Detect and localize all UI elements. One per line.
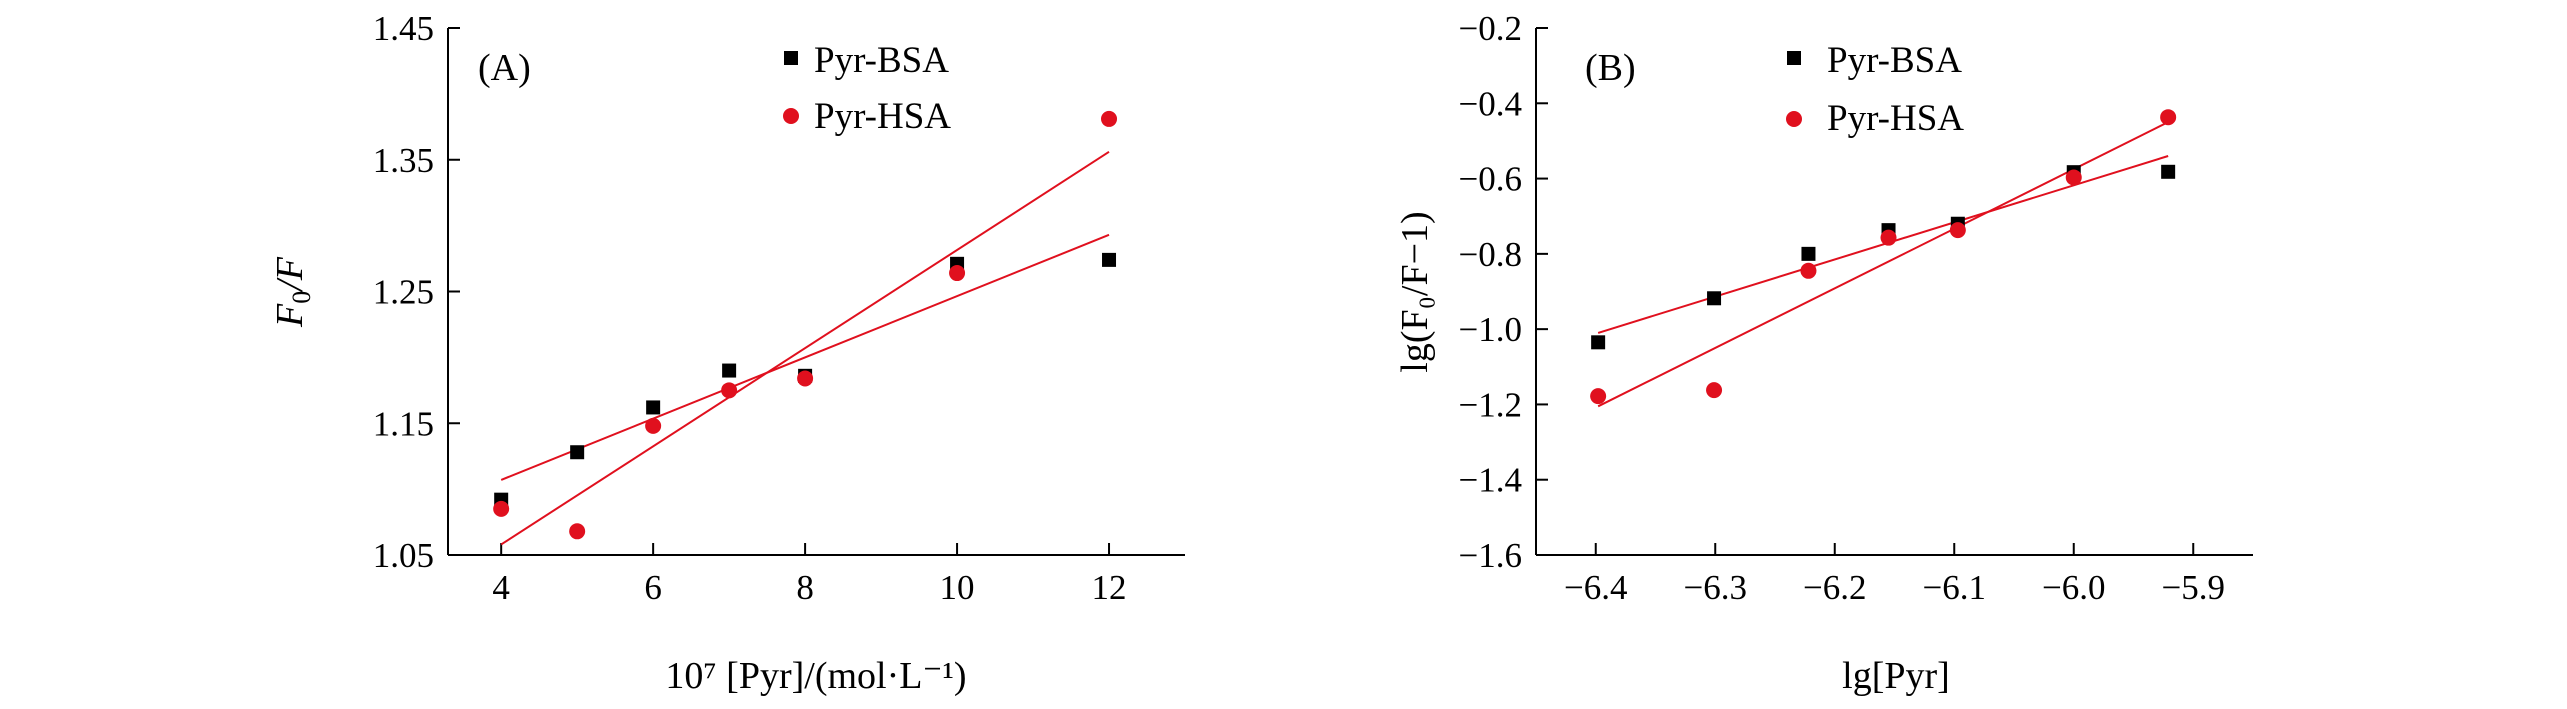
x-tick-label: 10 (940, 568, 975, 607)
point-pyr-bsa (646, 400, 661, 415)
legend-label-pyr-bsa: Pyr-BSA (1827, 40, 1962, 81)
point-pyr-hsa (1590, 388, 1607, 405)
point-pyr-hsa (493, 500, 510, 517)
fit-line-pyr-hsa (500, 151, 1110, 546)
panel-b-label: (B) (1585, 47, 1636, 89)
panel-a-legend: Pyr-BSA Pyr-HSA (783, 40, 951, 137)
x-tick-label: −6.0 (2042, 568, 2106, 607)
fit-line-pyr-hsa (1597, 121, 2169, 408)
y-tick-label: 1.15 (373, 404, 434, 443)
point-pyr-bsa (1801, 246, 1816, 261)
legend-label-pyr-hsa: Pyr-HSA (1827, 98, 1964, 139)
point-pyr-hsa (797, 370, 814, 387)
legend-marker-pyr-bsa (784, 51, 798, 65)
panel-b-y-ticks: −1.6 −1.4 −1.2 −1.0 −0.8 −0.6 −0.4 −0.2 (1459, 9, 1548, 575)
panel-b-fit-lines (1597, 121, 2169, 408)
point-pyr-hsa (1800, 262, 1817, 279)
y-tick-label: −1.4 (1459, 461, 1523, 500)
y-tick-label: −1.0 (1459, 310, 1523, 349)
point-pyr-hsa (569, 523, 586, 540)
y-tick-label: −0.8 (1459, 235, 1523, 274)
panel-b-x-axis-label: lg[Pyr] (1842, 655, 1950, 697)
x-tick-label: −6.3 (1684, 568, 1748, 607)
panel-b-y-axis-label: lg(F₀/F−1) (1394, 211, 1436, 372)
point-pyr-bsa (1707, 291, 1722, 306)
panel-a-x-axis-label: 10⁷ [Pyr]/(mol·L⁻¹) (665, 655, 966, 697)
panel-b-x-ticks: −6.4 −6.3 −6.2 −6.1 −6.0 −5.9 (1564, 543, 2225, 607)
panel-b-points (1590, 109, 2177, 405)
point-pyr-hsa (949, 265, 966, 282)
x-tick-label: −5.9 (2162, 568, 2226, 607)
x-tick-label: −6.2 (1803, 568, 1867, 607)
point-pyr-hsa (1880, 229, 1897, 246)
y-tick-label: 1.05 (373, 536, 434, 575)
point-pyr-bsa (722, 363, 737, 378)
point-pyr-hsa (2065, 169, 2082, 186)
x-tick-label: 4 (492, 568, 510, 607)
panel-a: 1.05 1.15 1.25 1.35 1.45 4 6 8 10 12 (A) Pyr-BSA… (269, 9, 1185, 697)
point-pyr-bsa (570, 445, 585, 460)
panel-a-label: (A) (478, 47, 531, 89)
legend-marker-pyr-hsa (1786, 111, 1802, 127)
point-pyr-bsa (1102, 252, 1117, 267)
y-tick-label: 1.25 (373, 273, 434, 312)
panel-a-points (493, 110, 1118, 540)
y-tick-label: −0.2 (1459, 9, 1523, 48)
y-tick-label: −1.6 (1459, 536, 1523, 575)
panel-b-legend: Pyr-BSA Pyr-HSA (1786, 40, 1964, 139)
point-pyr-hsa (1706, 382, 1723, 399)
x-tick-label: 6 (644, 568, 662, 607)
legend-marker-pyr-bsa (1787, 51, 1801, 65)
point-pyr-hsa (1101, 110, 1118, 127)
legend-label-pyr-hsa: Pyr-HSA (814, 96, 951, 137)
panel-a-y-axis-label: F0/F (269, 256, 316, 328)
panel-a-x-ticks: 4 6 8 10 12 (492, 543, 1127, 607)
legend-label-pyr-bsa: Pyr-BSA (814, 40, 949, 81)
fit-line-pyr-bsa (1597, 155, 2169, 334)
point-pyr-hsa (645, 417, 662, 434)
point-pyr-hsa (2160, 109, 2177, 126)
y-tick-label: 1.35 (373, 141, 434, 180)
point-pyr-bsa (1591, 335, 1606, 350)
point-pyr-bsa (2161, 164, 2176, 179)
y-tick-label: 1.45 (373, 9, 434, 48)
x-tick-label: 12 (1092, 568, 1127, 607)
x-tick-label: −6.1 (1923, 568, 1987, 607)
fit-line-pyr-bsa (500, 233, 1110, 481)
legend-marker-pyr-hsa (783, 108, 799, 124)
x-tick-label: 8 (796, 568, 814, 607)
panel-b: −1.6−1.4−1.2−1.0−0.8−0.6−0.4−0.2 −6.4 −6.… (1394, 9, 2253, 697)
point-pyr-hsa (1949, 222, 1966, 239)
y-tick-label: −0.6 (1459, 160, 1523, 199)
point-pyr-hsa (721, 382, 738, 399)
x-tick-label: −6.4 (1564, 568, 1628, 607)
y-tick-label: −0.4 (1459, 84, 1523, 123)
panel-a-fit-lines (500, 151, 1110, 546)
y-tick-label: −1.2 (1459, 385, 1523, 424)
panel-a-y-ticks: 1.05 1.15 1.25 1.35 1.45 (373, 9, 460, 575)
